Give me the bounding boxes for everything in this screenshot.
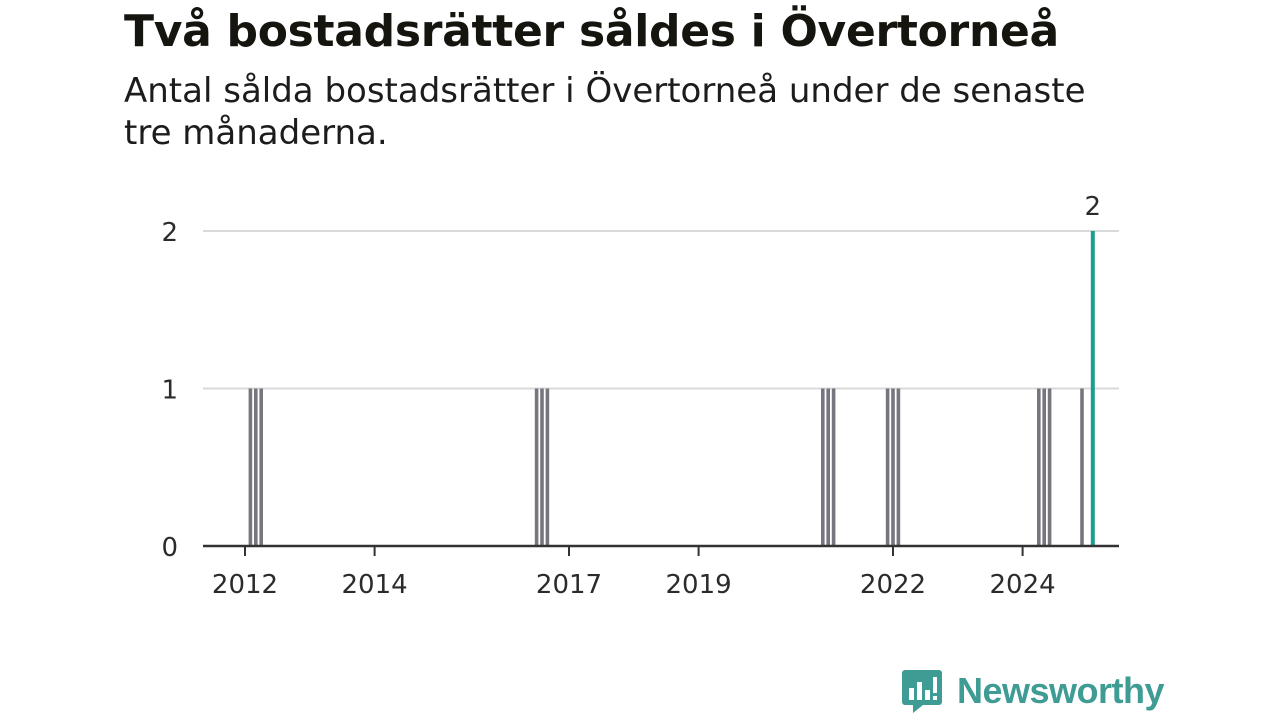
y-tick-label: 2	[161, 218, 178, 248]
x-tick-label: 2014	[342, 570, 408, 600]
bar	[1047, 388, 1052, 546]
bar	[826, 388, 830, 546]
x-tick-label: 2024	[990, 570, 1056, 600]
brand-name: Newsworthy	[957, 670, 1165, 711]
bar	[540, 388, 544, 546]
bar	[1037, 388, 1041, 546]
y-tick-label: 1	[161, 376, 178, 406]
x-tick-label: 2022	[860, 570, 926, 600]
bar	[259, 388, 263, 546]
x-tick-label: 2012	[212, 570, 278, 600]
x-tick-label: 2017	[536, 570, 602, 600]
chart-title: Två bostadsrätter såldes i Övertorneå	[124, 6, 1059, 57]
bar	[1042, 388, 1046, 546]
bar	[885, 388, 890, 546]
bar	[821, 388, 825, 546]
bar	[891, 388, 895, 546]
bar	[1080, 388, 1084, 546]
bar	[534, 388, 539, 546]
bar	[248, 388, 253, 546]
bar	[896, 388, 901, 546]
newsworthy-logo: Newsworthy	[901, 668, 1165, 714]
bar	[254, 388, 258, 546]
bar	[545, 388, 550, 546]
y-tick-label: 0	[161, 533, 178, 563]
bar	[831, 388, 836, 546]
chart-subtitle: Antal sålda bostadsrätter i Övertorneå u…	[124, 71, 1086, 153]
x-tick-label: 2019	[666, 570, 732, 600]
highlight-data-label: 2	[1085, 192, 1102, 222]
highlight-bar	[1090, 231, 1095, 546]
newsworthy-logo-icon	[902, 670, 942, 713]
